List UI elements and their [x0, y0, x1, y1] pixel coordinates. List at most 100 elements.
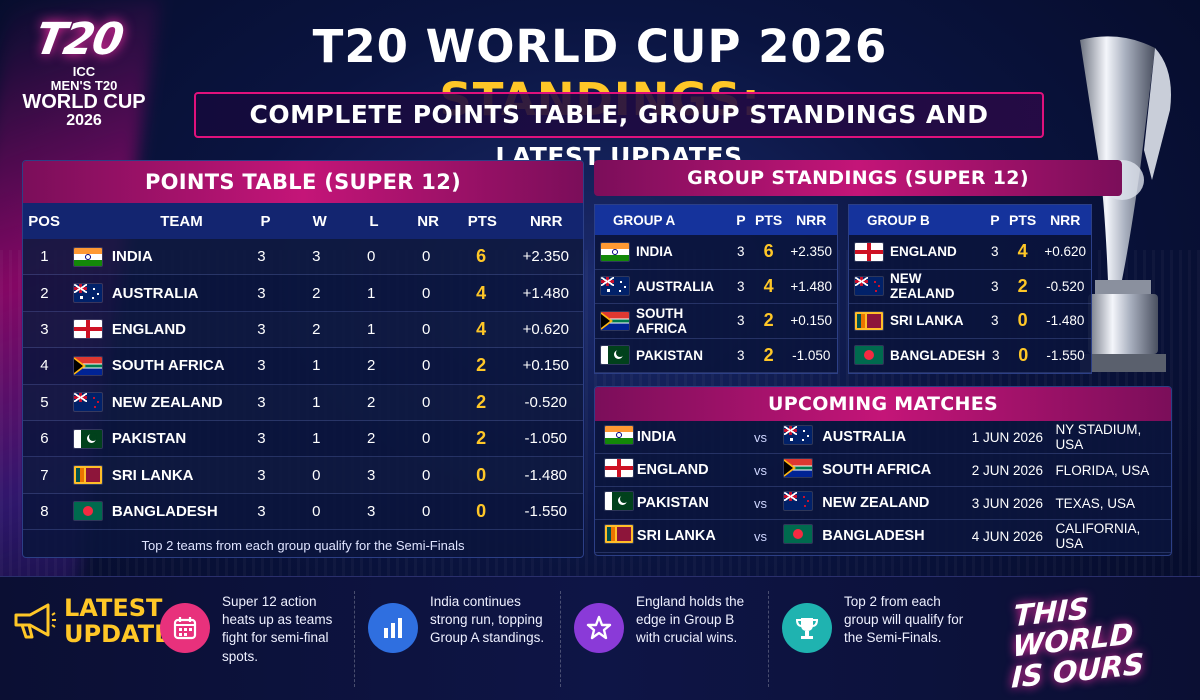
team-cell: NEW ZEALAND: [849, 271, 984, 301]
team-name: SRI LANKA: [111, 466, 194, 484]
played-cell: 3: [257, 502, 266, 520]
update-item: England holds the edge in Group B with c…: [574, 593, 756, 653]
points-cell: 0: [1018, 344, 1029, 365]
flag-srilanka-icon: [605, 525, 633, 543]
team-cell: PAKISTAN: [66, 429, 234, 448]
table-row: 6 PAKISTAN 3 1 2 0 2 -1.050: [23, 421, 583, 458]
flag-bangladesh-icon: [784, 525, 813, 543]
won-cell: 2: [312, 284, 321, 302]
vs-label: vs: [753, 429, 767, 445]
flag-newzealand-icon: [73, 393, 102, 412]
flag-pakistan-icon: [605, 492, 633, 510]
group-name: GROUP B: [867, 212, 930, 228]
nr-cell: 0: [421, 430, 431, 448]
points-cell: 4: [1017, 241, 1028, 262]
points-table-header: POS TEAM P W L NR PTS NRR: [23, 203, 583, 239]
points-table-panel: POINTS TABLE (SUPER 12) POS TEAM P W L N…: [22, 160, 584, 558]
match-row: INDIA vs AUSTRALIA 1 JUN 2026 NY STADIUM, US…: [595, 421, 1171, 454]
nrr-cell: -1.550: [1046, 347, 1085, 363]
lost-cell: 2: [367, 393, 376, 411]
pos-cell: 1: [40, 248, 49, 266]
team-cell: INDIA: [595, 242, 730, 261]
won-cell: 3: [312, 248, 321, 266]
pos-cell: 5: [40, 393, 49, 411]
nrr-cell: +0.150: [790, 313, 833, 329]
latest-updates-label: LATEST UPDATES: [12, 595, 188, 648]
logo-mark: T20: [31, 14, 126, 65]
played-cell: 3: [257, 393, 266, 411]
team-name: PAKISTAN: [111, 430, 187, 448]
match-venue: CALIFORNIA, USA: [1055, 521, 1141, 551]
flag-srilanka-icon: [73, 466, 102, 485]
group-table-header: GROUP B P PTS NRR: [849, 205, 1091, 235]
group-standings-heading: GROUP STANDINGS (SUPER 12): [594, 160, 1122, 196]
nrr-cell: -0.520: [1046, 278, 1085, 294]
nr-cell: 0: [421, 248, 431, 266]
bar-chart-icon: [368, 603, 418, 653]
team-cell: SOUTH AFRICA: [66, 356, 234, 375]
pos-cell: 3: [40, 320, 49, 338]
team2-flag: [774, 459, 822, 481]
nr-cell: 0: [421, 393, 431, 411]
upcoming-matches-list: INDIA vs AUSTRALIA 1 JUN 2026 NY STADIUM, US…: [595, 421, 1171, 553]
flag-srilanka-icon: [855, 311, 883, 330]
latest-line1: LATEST: [64, 594, 163, 622]
nrr-cell: -0.520: [524, 393, 568, 411]
team2-name: SOUTH AFRICA: [822, 462, 932, 478]
points-cell: 6: [476, 246, 487, 267]
table-row: 7 SRI LANKA 3 0 3 0 0 -1.480: [23, 457, 583, 494]
flag-southafrica-icon: [601, 311, 629, 330]
table-row: 2 AUSTRALIA 3 2 1 0 4 +1.480: [23, 275, 583, 312]
team-cell: SRI LANKA: [66, 466, 234, 485]
nr-cell: 0: [421, 502, 431, 520]
won-cell: 0: [312, 502, 321, 520]
lost-cell: 3: [367, 502, 376, 520]
team-name: NEW ZEALAND: [890, 271, 955, 302]
points-cell: 2: [476, 391, 487, 412]
team-name: NEW ZEALAND: [111, 393, 223, 411]
pos-cell: 2: [40, 284, 49, 302]
team-name: ENGLAND: [111, 320, 186, 338]
team2-flag: [774, 525, 822, 547]
flag-southafrica-icon: [784, 459, 813, 477]
nr-cell: 0: [421, 466, 431, 484]
flag-pakistan-icon: [601, 346, 629, 365]
nrr-cell: -1.050: [792, 347, 831, 363]
team-name: BANGLADESH: [111, 502, 218, 520]
update-item: India continues strong run, topping Grou…: [368, 593, 550, 653]
col-pts: PTS: [1009, 212, 1037, 228]
played-cell: 3: [737, 347, 745, 363]
flag-newzealand-icon: [784, 492, 813, 510]
col-l: L: [369, 212, 379, 230]
played-cell: 3: [737, 278, 745, 294]
nrr-cell: -1.480: [1046, 313, 1085, 329]
table-row: AUSTRALIA 3 4 +1.480: [595, 270, 837, 304]
nrr-cell: +2.350: [790, 244, 833, 260]
col-nr: NR: [417, 212, 439, 230]
flag-india-icon: [601, 242, 629, 261]
match-date: 3 JUN 2026: [971, 495, 1044, 511]
calendar-icon: [160, 603, 210, 653]
team2-name: NEW ZEALAND: [822, 495, 930, 511]
match-row: SRI LANKA vs BANGLADESH 4 JUN 2026 CALIFORNI…: [595, 520, 1171, 553]
table-row: 3 ENGLAND 3 2 1 0 4 +0.620: [23, 312, 583, 349]
won-cell: 1: [312, 393, 321, 411]
divider: [768, 591, 769, 687]
team1-flag: [595, 492, 637, 514]
played-cell: 3: [257, 466, 266, 484]
group-table: GROUP A P PTS NRR INDIA 3 6 +2.350 AUSTRALIA 3 4 +1…: [594, 204, 838, 374]
match-date: 1 JUN 2026: [971, 429, 1044, 445]
team1-flag: [595, 459, 637, 481]
logo-icc: ICC: [72, 64, 96, 79]
table-row: SRI LANKA 3 0 -1.480: [849, 304, 1091, 339]
lost-cell: 3: [367, 466, 376, 484]
team-cell: AUSTRALIA: [66, 284, 234, 303]
col-p: P: [260, 212, 271, 230]
trophy-icon: [782, 603, 832, 653]
nrr-cell: -1.550: [524, 502, 568, 520]
team2-flag: [774, 492, 822, 514]
team1-name: ENGLAND: [636, 462, 709, 478]
team1-flag: [595, 426, 637, 448]
played-cell: 3: [991, 313, 999, 329]
divider: [560, 591, 561, 687]
